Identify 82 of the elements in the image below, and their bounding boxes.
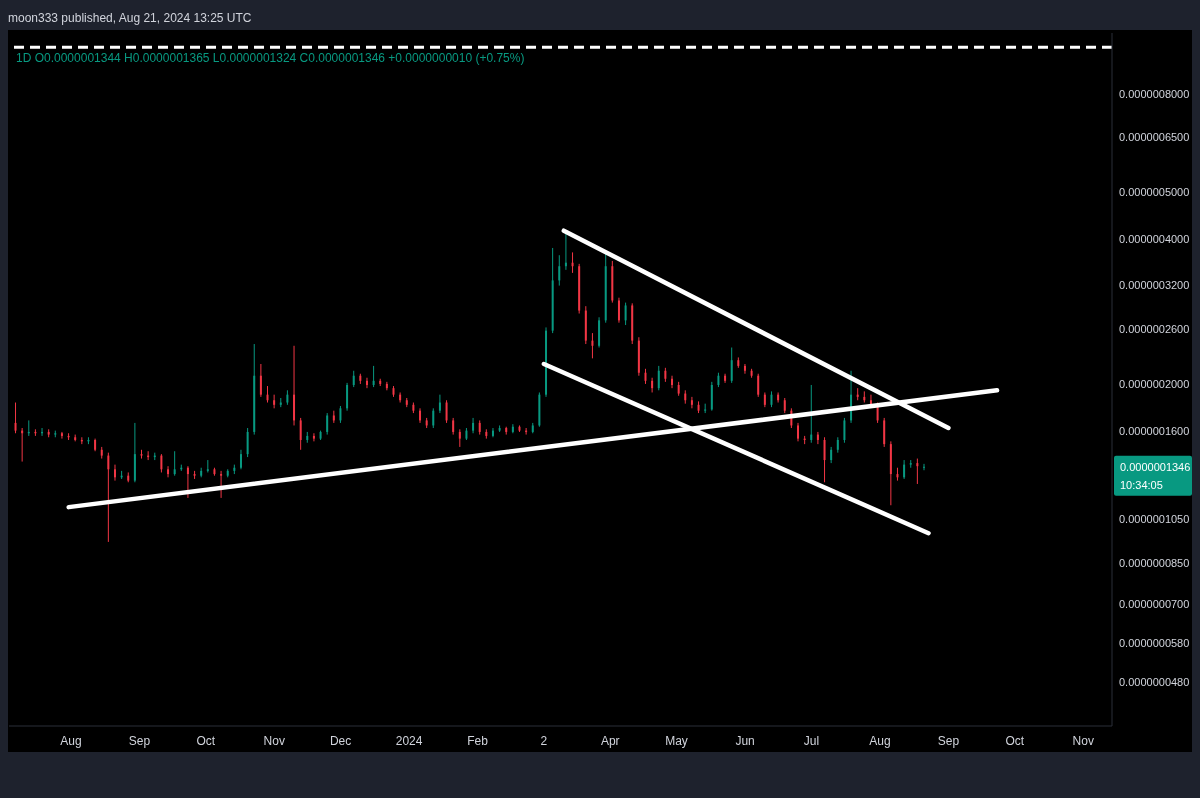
candlestick [671,375,674,389]
candlestick [823,436,826,483]
candlestick [432,407,435,429]
candlestick [445,399,448,424]
candlestick [372,365,375,388]
candlestick [365,377,368,389]
y-tick-label: 0.0000001050 [1119,512,1190,525]
y-tick-label: 0.0000000700 [1119,597,1190,610]
candlestick [220,470,223,499]
candlestick [399,391,402,404]
candlestick [107,452,110,543]
x-tick-label: Feb [467,733,489,748]
candlestick [558,254,561,287]
candlestick [385,381,388,391]
candlestick [690,396,693,409]
candlestick [816,431,819,445]
candlestick [173,450,176,477]
candlestick [624,302,627,326]
x-tick-label: Apr [600,733,620,748]
annotation: 1D O0.0000001344 H0.0000001365 L0.0000001324 C0.0000001346 +0.0000000010 (+0.75%) [16,51,525,65]
y-tick-label: 0.0000000850 [1119,556,1190,569]
candlestick [651,377,654,393]
text: 0.0000001346 [1120,460,1191,473]
candlestick [843,417,846,444]
candlestick [239,449,242,470]
candlestick [797,422,799,442]
candlestick [916,458,919,485]
y-tick-label: 0.0000002000 [1119,377,1190,390]
candlestick [419,407,422,424]
y-tick-label: 0.0000004000 [1119,232,1190,245]
candlestick [923,463,925,471]
y-tick-label: 0.0000000580 [1119,636,1190,649]
candlestick [491,427,494,438]
candlestick [617,297,620,324]
candlestick [114,464,116,482]
text: 10:34:05 [1120,478,1163,491]
x-tick-label: Aug [869,733,891,748]
candlestick [167,465,170,478]
candlestick [273,394,276,409]
candlestick [657,365,660,391]
x-tick-label: Sep [937,733,960,748]
x-tick-label: Nov [263,733,285,748]
candlestick [743,363,746,375]
candlestick [346,382,349,412]
y-tick-label: 0.0000001600 [1119,424,1190,437]
candlestick [883,417,886,448]
x-tick-label: Oct [1005,733,1025,748]
candlestick [472,417,475,434]
x-tick-label: Sep [128,733,151,748]
candlestick [186,465,189,499]
candlestick [730,347,733,384]
candlestick [810,384,813,444]
candlestick [903,459,906,480]
text: moon333 published, Aug 21, 2024 13:25 UTC [8,11,252,25]
x-tick-label: Oct [196,733,216,748]
x-tick-label: Nov [1072,733,1094,748]
x-tick-label: 2 [540,733,548,748]
x-tick-label: Jun [735,733,755,748]
candlestick [60,431,63,440]
candlestick [312,432,315,442]
candlestick [777,391,780,404]
x-tick-label: Jul [803,733,820,748]
candlestick [299,417,302,451]
y-tick-label: 0.0000002600 [1119,322,1190,335]
x-tick-label: 2024 [395,733,423,748]
y-tick-label: 0.0000008000 [1119,87,1190,100]
candlestick [14,402,17,434]
y-tick-label: 0.0000003200 [1119,279,1190,292]
x-tick-label: Dec [329,733,352,748]
candlestick [326,412,329,436]
candlestick [160,453,163,473]
y-tick-label: 0.0000006500 [1119,131,1190,144]
x-tick-label: Aug [60,733,82,748]
x-tick-label: May [665,733,688,748]
candlestick [545,326,548,398]
candlestick [246,427,249,458]
candlestick [438,394,441,414]
candlestick [757,373,760,398]
candlestick [259,363,262,398]
candlestick [591,332,594,359]
y-tick-label: 0.0000000480 [1119,676,1190,689]
y-tick-label: 0.0000005000 [1119,186,1190,199]
